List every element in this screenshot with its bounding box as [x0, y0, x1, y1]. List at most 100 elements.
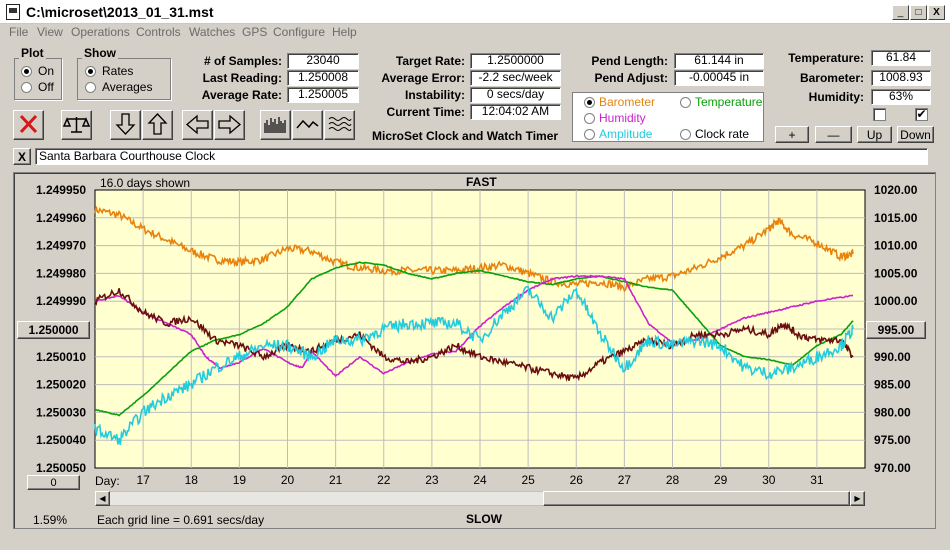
show-group-title: Show — [82, 46, 118, 60]
x-tick-label: 25 — [521, 473, 535, 487]
series-barometer-radio[interactable] — [584, 97, 595, 108]
histogram-button[interactable] — [260, 110, 291, 140]
pend-length-field[interactable]: 61.144 in — [674, 53, 764, 69]
slow-label: SLOW — [466, 512, 502, 526]
series-clock-rate-radio[interactable] — [680, 129, 691, 140]
series-temperature-radio[interactable] — [680, 97, 691, 108]
barometer-field: 1008.93 — [871, 70, 931, 86]
clock-name-field[interactable]: Santa Barbara Courthouse Clock — [35, 148, 928, 165]
plot-group-title: Plot — [19, 46, 46, 60]
title-bar: C:\microset\2013_01_31.mst _ □ X — [0, 0, 950, 24]
plot-off-radio[interactable] — [21, 82, 32, 93]
instability-label: Instability: — [404, 88, 465, 102]
target-rate-label: Target Rate: — [395, 54, 465, 68]
instability-field: 0 secs/day — [470, 87, 561, 103]
series-humidity-radio[interactable] — [584, 113, 595, 124]
close-button[interactable]: X — [928, 5, 945, 20]
menu-configure[interactable]: Configure — [273, 25, 326, 39]
menu-file[interactable]: File — [9, 25, 29, 39]
arrow-right-icon — [218, 114, 242, 135]
series-temperature-label: Temperature — [695, 95, 763, 109]
window-title: C:\microset\2013_01_31.mst — [26, 4, 214, 20]
x-tick-label: 22 — [377, 473, 391, 487]
app-icon[interactable] — [6, 4, 20, 20]
bottom-left-button[interactable]: 0 — [27, 475, 80, 490]
x-tick-label: 17 — [136, 473, 150, 487]
right-tick-label: 1000.00 — [874, 294, 918, 308]
target-rate-field[interactable]: 1.2500000 — [470, 53, 561, 69]
series-amplitude — [94, 285, 854, 446]
up-button[interactable]: Up — [857, 126, 892, 143]
checkbox-right[interactable]: ✔ — [915, 107, 928, 121]
show-rates-radio[interactable] — [85, 66, 96, 77]
minus-button[interactable]: — — [815, 126, 852, 143]
left-tick-label: 1.250030 — [36, 405, 86, 419]
x-axis: 17 18 19 20 21 22 23 24 25 26 27 28 29 30 31 — [136, 473, 823, 487]
plus-button[interactable]: + — [775, 126, 809, 143]
pend-length-label: Pend Length: — [591, 54, 668, 68]
wave-button[interactable] — [292, 110, 323, 140]
x-tick-label: 28 — [666, 473, 680, 487]
right-offset-button[interactable]: 995.00 — [866, 321, 926, 339]
barometer-label: Barometer: — [799, 71, 864, 85]
temperature-field: 61.84 — [871, 50, 931, 66]
left-tick-label: 1.249960 — [36, 211, 86, 225]
grid-note: Each grid line = 0.691 secs/day — [97, 513, 265, 527]
right-arrow-button[interactable] — [214, 110, 245, 140]
show-averages-radio[interactable] — [85, 82, 96, 93]
x-tick-label: 26 — [570, 473, 584, 487]
scroll-right-button[interactable]: ▶ — [850, 491, 865, 506]
down-arrow-button[interactable] — [110, 110, 141, 140]
menu-operations[interactable]: Operations — [71, 25, 130, 39]
humidity-field: 63% — [871, 89, 931, 105]
menu-view[interactable]: View — [37, 25, 63, 39]
x-tick-label: 18 — [185, 473, 199, 487]
current-time-label: Current Time: — [386, 105, 465, 119]
average-error-label: Average Error: — [381, 71, 465, 85]
clock-close-button[interactable]: X — [13, 148, 31, 165]
series-selector — [572, 92, 764, 142]
checkbox-left[interactable] — [873, 108, 886, 121]
left-tick-label: 1.250020 — [36, 378, 86, 392]
waves-icon — [328, 117, 352, 131]
menu-watches[interactable]: Watches — [189, 25, 236, 39]
days-shown-label: 16.0 days shown — [100, 176, 191, 190]
left-tick-label: 1.249970 — [36, 239, 86, 253]
down-button[interactable]: Down — [897, 126, 934, 143]
average-rate-label: Average Rate: — [201, 88, 282, 102]
arrow-left-icon — [185, 114, 209, 135]
delete-button[interactable] — [13, 110, 44, 140]
scroll-thumb[interactable] — [543, 491, 850, 506]
right-tick-label: 1020.00 — [874, 183, 918, 197]
right-tick-label: 1010.00 — [874, 239, 918, 253]
last-reading-field: 1.250008 — [287, 70, 359, 86]
scroll-left-button[interactable]: ◀ — [95, 491, 110, 506]
last-reading-label: Last Reading: — [202, 71, 282, 85]
left-offset-button[interactable]: 1.250000 — [17, 321, 90, 339]
x-tick-label: 23 — [425, 473, 439, 487]
series-amplitude-radio[interactable] — [584, 129, 595, 140]
x-tick-label: 30 — [762, 473, 776, 487]
series-humidity-label: Humidity — [599, 111, 646, 125]
x-tick-label: 20 — [281, 473, 295, 487]
left-tick-label: 1.250050 — [36, 461, 86, 475]
balance-scale-icon — [62, 117, 91, 133]
menu-controls[interactable]: Controls — [136, 25, 181, 39]
menu-help[interactable]: Help — [332, 25, 357, 39]
balance-button[interactable] — [61, 110, 92, 140]
maximize-button[interactable]: □ — [910, 5, 927, 20]
fast-label: FAST — [466, 175, 497, 189]
minimize-button[interactable]: _ — [892, 5, 909, 20]
plot-on-radio[interactable] — [21, 66, 32, 77]
left-arrow-button[interactable] — [182, 110, 213, 140]
waves-button[interactable] — [324, 110, 355, 140]
menu-gps[interactable]: GPS — [242, 25, 268, 39]
menu-bar: File View Operations Controls Watches GP… — [0, 24, 950, 42]
series-temperature — [94, 261, 854, 417]
series-clock-rate — [94, 288, 854, 382]
arrow-down-icon — [115, 113, 136, 135]
humidity-label: Humidity: — [808, 90, 864, 104]
show-rates-label: Rates — [102, 64, 134, 78]
up-arrow-button[interactable] — [142, 110, 173, 140]
right-tick-label: 970.00 — [874, 461, 911, 475]
